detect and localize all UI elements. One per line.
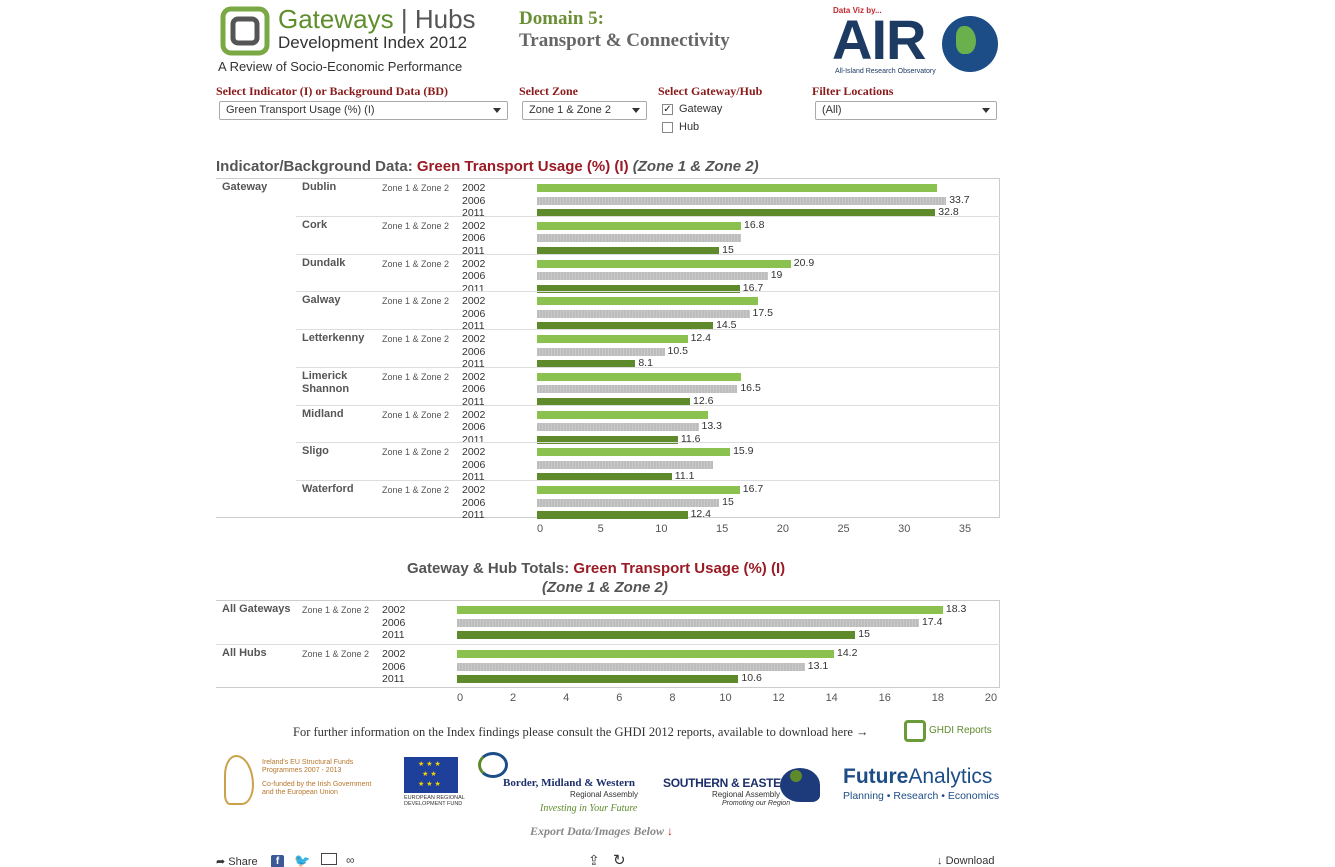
se-assembly-icon [780,768,820,802]
arrow-down-icon: ↓ [667,824,674,838]
revert-icon[interactable]: ↻ [613,852,626,867]
x-tick-label: 8 [669,692,676,704]
x-tick-label: 0 [536,523,544,535]
zone-select[interactable]: Zone 1 & Zone 2 [522,101,647,120]
bmw-assembly-icon [478,752,508,778]
x-tick-label: 15 [716,523,729,535]
share-button[interactable]: ➦ Share [216,856,258,867]
x-tick-label: 20 [984,692,998,704]
x-tick-label: 2 [510,692,517,704]
download-button[interactable]: ↓ Download [937,855,995,867]
location-label: Filter Locations [812,84,894,98]
se-assembly-sub: Regional Assembly [712,790,781,799]
x-tick-label: 10 [655,523,668,535]
share-icon: ➦ [216,856,226,867]
domain-subtitle: Transport & Connectivity [519,30,730,51]
facebook-icon[interactable]: f [271,855,284,867]
airo-dataviz-label: Data Viz by... [833,6,882,15]
gateway-checkbox[interactable]: ✓ [662,104,673,115]
airo-caption: All-Island Research Observatory [835,68,936,75]
airo-logo-text[interactable]: AIR [832,8,926,71]
x-tick-label: 0 [456,692,464,704]
x-tick-label: 16 [878,692,891,704]
ghdi-reports-icon[interactable] [904,720,926,742]
x-tick-label: 5 [597,523,604,535]
indicator-label: Select Indicator (I) or Background Data … [216,84,448,98]
x-tick-label: 12 [772,692,785,704]
chevron-down-icon [632,108,640,113]
x-tick-label: 25 [837,523,850,535]
download-icon: ↓ [937,855,943,867]
x-tick-label: 4 [563,692,570,704]
x-tick-label: 35 [958,523,972,535]
hub-checkbox[interactable] [662,122,673,133]
eu-flag-icon [404,757,458,793]
hub-option-label: Hub [679,121,700,133]
ghdi-logo-icon [220,6,270,56]
email-icon[interactable] [321,853,337,865]
chart2-title: Gateway & Hub Totals: Green Transport Us… [407,560,786,577]
structural-funds-logo: Ireland's EU Structural Funds Programmes… [262,759,372,796]
logo-subtitle: Development Index 2012 [278,33,468,52]
bmw-assembly-sub: Regional Assembly [570,790,639,799]
future-analytics-logo: FutureAnalytics [843,765,993,788]
gateway-option-label: Gateway [679,103,723,115]
x-tick-label: 20 [776,523,789,535]
x-tick-label: 30 [898,523,911,535]
chart1-frame [216,178,1000,518]
location-select[interactable]: (All) [815,101,997,120]
chevron-down-icon [982,108,990,113]
future-analytics-tagline: Planning • Research • Economics [843,790,1000,802]
se-assembly-name: SOUTHERN & EASTERN [663,776,798,790]
logo-review: A Review of Socio-Economic Performance [218,59,463,74]
x-tick-label: 10 [719,692,732,704]
export-label: Export Data/Images Below ↓ [530,824,674,838]
chart1-title: Indicator/Background Data: Green Transpo… [216,158,759,175]
airo-globe-icon [942,16,998,72]
indicator-select[interactable]: Green Transport Usage (%) (I) [219,101,508,120]
chart2-frame [216,600,1000,688]
chart2-zone-title: (Zone 1 & Zone 2) [542,579,668,596]
gateway-hub-label: Select Gateway/Hub [658,84,763,98]
zone-label: Select Zone [519,84,578,98]
logo-title: Gateways | Hubs [278,4,476,34]
x-tick-label: 6 [616,692,623,704]
erdf-label: EUROPEAN REGIONAL DEVELOPMENT FUND [404,795,465,807]
export-icon[interactable]: ⇪ [588,852,600,867]
se-assembly-tagline: Promoting our Region [722,800,791,807]
bmw-assembly-tagline: Investing in Your Future [540,803,638,814]
bmw-assembly-name: Border, Midland & Western [503,777,636,789]
x-tick-label: 14 [825,692,838,704]
domain-title: Domain 5: [519,8,604,29]
twitter-icon[interactable]: 🐦 [294,853,311,867]
ghdi-reports-link[interactable]: GHDI Reports [929,725,992,736]
info-text: For further information on the Index fin… [293,725,869,739]
link-icon[interactable]: ∞ [346,853,355,867]
harp-emblem-icon [224,755,254,805]
chevron-down-icon [493,108,501,113]
x-tick-label: 18 [931,692,945,704]
